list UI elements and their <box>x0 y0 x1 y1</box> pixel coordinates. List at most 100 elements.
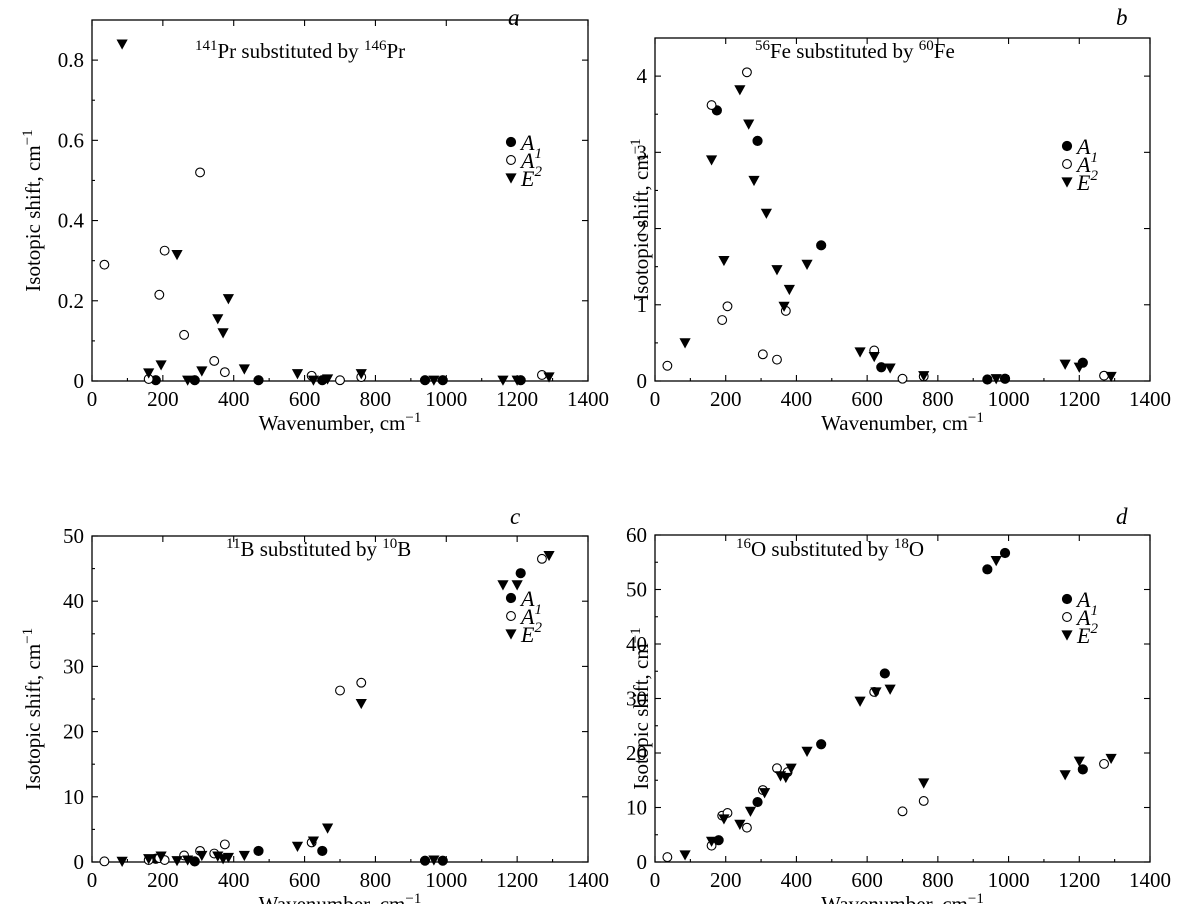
x-tick-label-c: 1000 <box>425 868 467 892</box>
series-e-a <box>116 39 555 386</box>
x-tick-label-c: 1200 <box>496 868 538 892</box>
y-tick-label-d: 10 <box>626 796 647 820</box>
y-tick-label-a: 0.2 <box>58 289 84 313</box>
point-a2-c <box>536 553 547 564</box>
point-e-b <box>778 301 790 312</box>
x-tick-label-a: 600 <box>289 387 321 411</box>
y-tick-label-a: 0.6 <box>58 128 84 152</box>
point-a2-d <box>662 852 673 863</box>
y-tick-label-d: 0 <box>637 850 648 874</box>
legend-marker-a2 <box>506 611 516 621</box>
series-a1-b <box>711 105 1088 385</box>
panel-c: 0 200 400 600 800 1000 1200 1400 0 10 20 30 40 50 Wave… <box>20 504 609 904</box>
legend-label-a2: A2 <box>519 148 542 180</box>
point-e-a <box>543 372 555 383</box>
x-tick-label-c: 200 <box>147 868 179 892</box>
x-axis-label-a: Wavenumber, cm−1 <box>259 410 422 435</box>
point-e-d <box>870 687 882 698</box>
point-e-b <box>801 259 813 270</box>
point-e-a <box>116 39 128 50</box>
point-e-d <box>718 814 730 825</box>
point-e-b <box>884 363 896 374</box>
x-tick-label-b: 400 <box>781 387 813 411</box>
point-a1-c <box>317 845 328 857</box>
y-tick-label-d: 40 <box>626 632 647 656</box>
point-a1-d <box>816 739 827 750</box>
point-e-c <box>511 580 523 591</box>
plot-frame-b <box>654 37 1151 382</box>
series-a2-a <box>99 167 547 386</box>
point-e-a <box>428 375 440 386</box>
point-e-a <box>182 375 194 386</box>
point-a2-b <box>706 100 717 111</box>
point-e-c <box>182 855 194 866</box>
point-e-a <box>212 314 224 325</box>
point-e-d <box>1073 756 1085 767</box>
series-a2-d <box>662 687 1109 863</box>
series-a2-b <box>662 67 1109 384</box>
y-tick-label-b: 0 <box>637 369 648 393</box>
point-a2-a <box>219 367 230 378</box>
x-tick-label-b: 1200 <box>1058 387 1100 411</box>
point-a1-a <box>253 375 264 386</box>
y-tick-label-b: 1 <box>637 293 648 317</box>
point-e-d <box>918 778 930 789</box>
legend-marker-a2 <box>506 155 516 165</box>
x-tick-label-c: 400 <box>218 868 250 892</box>
y-tick-label-a: 0.4 <box>58 209 85 233</box>
point-e-d <box>759 788 771 799</box>
point-a2-a <box>335 375 345 386</box>
point-e-c <box>497 580 509 591</box>
x-tick-label-a: 0 <box>87 387 98 411</box>
point-a2-c <box>356 677 367 688</box>
point-a1-b <box>982 374 993 385</box>
point-a1-c <box>253 845 264 857</box>
y-axis-label-a: Isotopic shift, cm−1 <box>20 129 45 291</box>
x-tick-label-b: 1400 <box>1129 387 1171 411</box>
series-e-c <box>116 550 555 867</box>
point-a1-c <box>437 855 448 866</box>
y-axis-label-b: Isotopic shift, cm−1 <box>628 138 653 300</box>
legend-label-e: E <box>1076 623 1091 648</box>
point-e-a <box>171 250 183 261</box>
point-e-c <box>116 856 128 867</box>
point-e-a <box>355 369 367 380</box>
point-a2-a <box>209 355 220 366</box>
annotation-d: 16O substituted by 18O <box>736 536 924 561</box>
y-axis-label-c: Isotopic shift, cm−1 <box>20 628 45 790</box>
point-e-d <box>780 772 792 784</box>
point-e-d <box>785 763 797 774</box>
legend-label-e: E <box>520 622 535 647</box>
legend-marker-e <box>1061 630 1073 641</box>
legend-marker-a1 <box>505 136 517 148</box>
point-e-c <box>238 850 250 862</box>
point-a2-d <box>918 796 929 806</box>
point-e-d <box>679 850 691 861</box>
point-e-d <box>801 746 813 757</box>
point-a2-b <box>662 360 673 371</box>
panel-a: 0 200 400 600 800 1000 1200 1400 0 0.2 0.4 0.6 0.8 Wa… <box>20 5 609 435</box>
point-e-d <box>884 684 896 695</box>
x-tick-label-d: 800 <box>922 868 954 892</box>
x-tick-label-b: 800 <box>922 387 954 411</box>
panel-letter-c: c <box>510 504 520 529</box>
point-e-d <box>1105 753 1117 765</box>
x-tick-label-b: 0 <box>650 387 661 411</box>
y-tick-label-c: 20 <box>63 720 84 744</box>
point-e-d <box>1059 770 1071 781</box>
panel-letter-a: a <box>508 5 520 30</box>
point-a2-c <box>99 856 110 867</box>
x-tick-label-d: 1400 <box>1129 868 1171 892</box>
y-tick-label-b: 2 <box>637 217 648 241</box>
point-e-b <box>918 371 930 382</box>
x-tick-label-c: 800 <box>360 868 392 892</box>
point-a2-c <box>219 839 230 850</box>
panel-letter-b: b <box>1116 5 1128 30</box>
legend-marker-e <box>505 173 517 184</box>
x-tick-label-d: 1000 <box>988 868 1030 892</box>
point-e-c <box>307 836 320 847</box>
series-e-d <box>679 556 1117 861</box>
